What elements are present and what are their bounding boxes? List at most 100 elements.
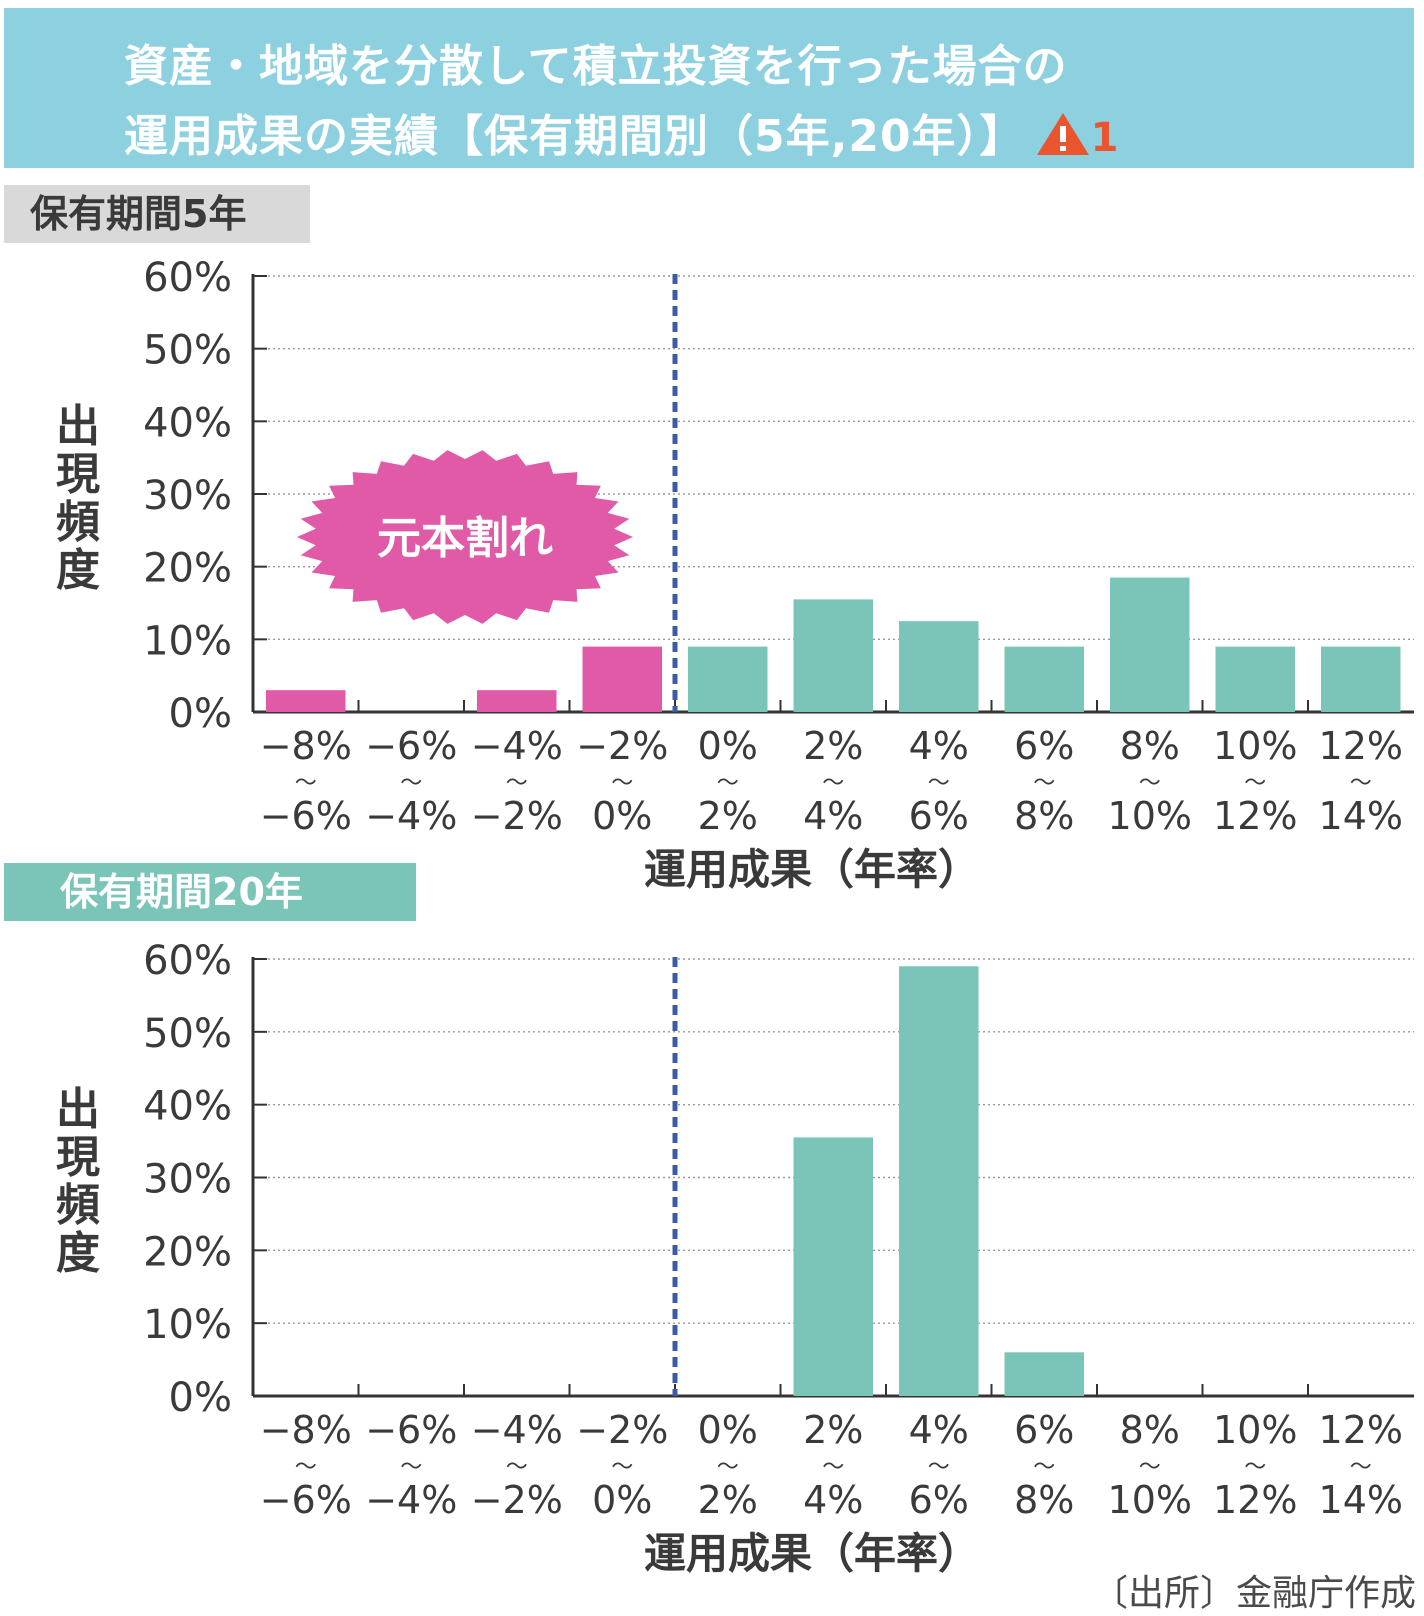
x-tick-label-sep: 〜	[928, 771, 950, 796]
x-tick-label-sep: 〜	[1350, 1455, 1372, 1480]
x-tick-label-sep: 〜	[822, 1455, 844, 1480]
panel-tag-5-year: 保有期間5年	[4, 185, 310, 243]
x-tick-label-sep: 〜	[400, 1455, 422, 1480]
x-tick-label-from: 12%	[1319, 1408, 1403, 1452]
bar	[793, 599, 873, 712]
x-tick-label-from: 0%	[698, 1408, 758, 1452]
title-line-1: 資産・地域を分散して積立投資を行った場合の	[124, 41, 1068, 92]
x-tick-label-sep: 〜	[506, 771, 528, 796]
y-tick-label: 40%	[143, 400, 232, 446]
bar	[899, 966, 979, 1396]
x-tick-label-from: −8%	[260, 724, 352, 768]
x-tick-label-from: 10%	[1213, 1408, 1297, 1452]
x-tick-label-sep: 〜	[1139, 1455, 1161, 1480]
bar	[1215, 646, 1295, 712]
x-tick-label-sep: 〜	[717, 1455, 739, 1480]
x-tick-label-sep: 〜	[1033, 1455, 1055, 1480]
x-tick-label-sep: 〜	[717, 771, 739, 796]
bar	[582, 646, 662, 712]
x-tick-label-from: −2%	[576, 724, 668, 768]
x-tick-label-to: 10%	[1108, 794, 1192, 838]
x-tick-label-from: 10%	[1213, 724, 1297, 768]
x-tick-label-from: 6%	[1014, 1408, 1074, 1452]
x-tick-label-to: −6%	[260, 1478, 352, 1522]
x-tick-label-sep: 〜	[611, 1455, 633, 1480]
x-axis-label: 運用成果（年率）	[644, 1529, 980, 1578]
y-tick-label: 60%	[143, 938, 232, 984]
x-tick-label-to: 12%	[1213, 794, 1297, 838]
x-tick-label-to: 4%	[803, 1478, 863, 1522]
x-tick-label-sep: 〜	[822, 771, 844, 796]
x-tick-label-from: −6%	[365, 724, 457, 768]
source-note: 〔出所〕金融庁作成	[1091, 1573, 1416, 1614]
x-tick-label-to: 4%	[803, 794, 863, 838]
x-tick-label-to: −4%	[365, 794, 457, 838]
x-tick-label-from: −2%	[576, 1408, 668, 1452]
bar	[793, 1137, 873, 1396]
x-tick-label-to: 8%	[1014, 794, 1074, 838]
x-tick-label-sep: 〜	[1139, 771, 1161, 796]
x-tick-label-from: −4%	[471, 724, 563, 768]
x-tick-label-to: −2%	[471, 1478, 563, 1522]
x-tick-label-to: 12%	[1213, 1478, 1297, 1522]
bar	[1321, 646, 1401, 712]
title-line-2-text: 運用成果の実績【保有期間別（5年,20年）】	[124, 111, 1025, 162]
y-axis-label-char: 現	[56, 1132, 100, 1183]
warning-triangle-icon	[1035, 111, 1091, 168]
panel-tag-20-year: 保有期間20年	[4, 863, 416, 921]
y-axis-label-char: 出	[56, 1084, 100, 1135]
loss-badge-label: 元本割れ	[377, 513, 553, 564]
y-axis-label-char: 頻	[56, 1180, 100, 1231]
y-tick-label: 10%	[143, 618, 232, 664]
x-tick-label-sep: 〜	[928, 1455, 950, 1480]
x-tick-label-sep: 〜	[1244, 771, 1266, 796]
bar	[899, 621, 979, 712]
y-tick-label: 10%	[143, 1302, 232, 1348]
x-tick-label-from: −8%	[260, 1408, 352, 1452]
x-tick-label-to: 2%	[698, 1478, 758, 1522]
y-tick-label: 0%	[169, 691, 232, 737]
x-tick-label-from: 0%	[698, 724, 758, 768]
y-tick-label: 60%	[143, 255, 232, 301]
y-tick-label: 50%	[143, 328, 232, 374]
x-tick-label-sep: 〜	[506, 1455, 528, 1480]
bar	[266, 690, 346, 712]
y-axis-label-char: 度	[56, 1228, 100, 1279]
warning-number: 1	[1090, 115, 1120, 161]
x-tick-label-from: 2%	[803, 1408, 863, 1452]
x-tick-label-from: 6%	[1014, 724, 1074, 768]
bar	[1004, 1352, 1084, 1396]
x-tick-label-to: 2%	[698, 794, 758, 838]
x-axis-label: 運用成果（年率）	[644, 845, 980, 894]
y-axis-label-char: 現	[56, 449, 100, 500]
x-tick-label-from: 12%	[1319, 724, 1403, 768]
y-tick-label: 20%	[143, 1229, 232, 1275]
bar	[1110, 577, 1190, 712]
x-tick-label-sep: 〜	[1350, 771, 1372, 796]
y-tick-label: 0%	[169, 1375, 232, 1421]
loss-starburst-badge	[297, 450, 633, 624]
bar	[477, 690, 557, 712]
x-tick-label-sep: 〜	[1244, 1455, 1266, 1480]
x-tick-label-from: 8%	[1120, 724, 1180, 768]
x-tick-label-to: 14%	[1319, 1478, 1403, 1522]
x-tick-label-sep: 〜	[295, 771, 317, 796]
x-tick-label-sep: 〜	[611, 771, 633, 796]
x-tick-label-to: 10%	[1108, 1478, 1192, 1522]
chart-5-year: 0%10%20%30%40%50%60%出現頻度−8%〜−6%−6%〜−4%−4…	[56, 255, 1414, 894]
title-banner: 資産・地域を分散して積立投資を行った場合の 運用成果の実績【保有期間別（5年,2…	[4, 8, 1414, 168]
bar	[1004, 646, 1084, 712]
y-axis-label-char: 度	[56, 545, 100, 596]
x-tick-label-from: 8%	[1120, 1408, 1180, 1452]
y-axis-label-char: 頻	[56, 497, 100, 548]
x-tick-label-to: 0%	[592, 794, 652, 838]
x-tick-label-from: 4%	[909, 1408, 969, 1452]
x-tick-label-to: 8%	[1014, 1478, 1074, 1522]
y-tick-label: 30%	[143, 1157, 232, 1203]
x-tick-label-to: −2%	[471, 794, 563, 838]
x-tick-label-sep: 〜	[1033, 771, 1055, 796]
x-tick-label-to: 6%	[909, 794, 969, 838]
y-tick-label: 30%	[143, 473, 232, 519]
x-tick-label-to: 0%	[592, 1478, 652, 1522]
